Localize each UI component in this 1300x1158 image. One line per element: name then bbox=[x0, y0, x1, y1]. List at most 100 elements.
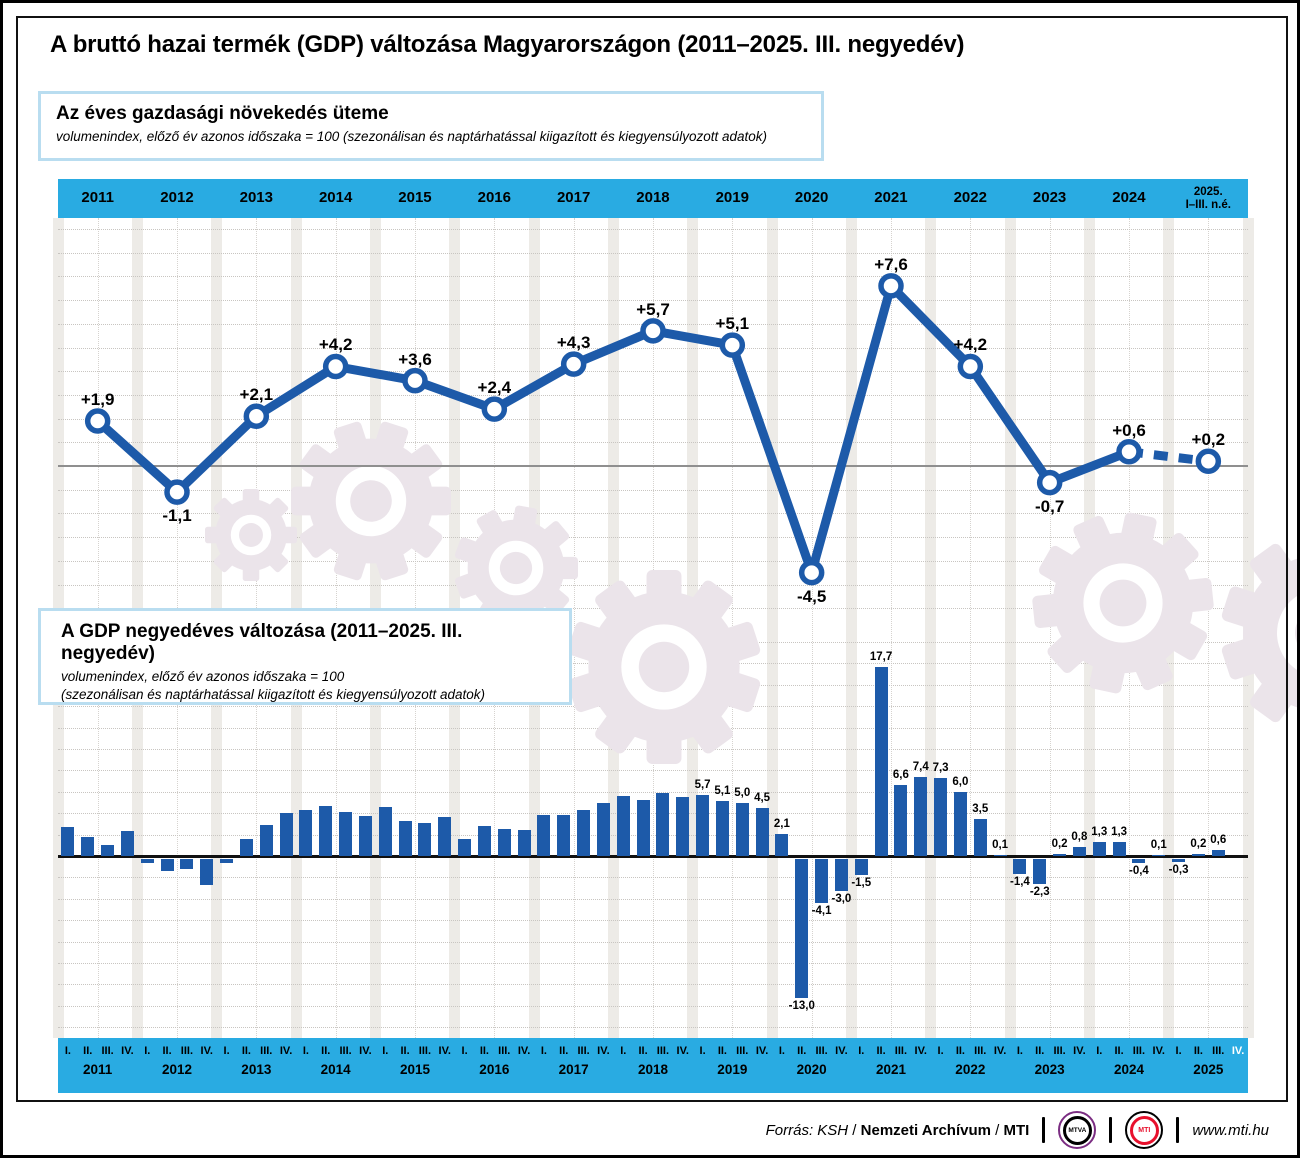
quarter-tick-label: I. bbox=[302, 1045, 309, 1057]
bar bbox=[557, 815, 571, 856]
bar bbox=[795, 859, 809, 999]
point-label: +4,3 bbox=[556, 333, 591, 353]
bar bbox=[1092, 842, 1106, 856]
bar bbox=[854, 859, 868, 876]
bar bbox=[616, 796, 630, 856]
mtva-logo-text: MTVA bbox=[1068, 1126, 1087, 1134]
point-label: +3,6 bbox=[398, 349, 432, 369]
source-sep2: / bbox=[990, 1121, 1004, 1139]
quarter-tick-label: III. bbox=[498, 1045, 511, 1057]
quarter-tick-label: III. bbox=[1212, 1045, 1225, 1057]
gridline-h bbox=[58, 877, 1248, 879]
axis-year-label: 2014 bbox=[320, 1062, 351, 1077]
mti-logo-text: MTI bbox=[1138, 1126, 1151, 1134]
gridline-h bbox=[58, 323, 1248, 325]
quarter-tick-label: IV. bbox=[359, 1045, 372, 1057]
point-label: +1,9 bbox=[80, 389, 115, 409]
year-header-cell: 2025. I–III. n.é. bbox=[1169, 179, 1248, 218]
quarter-tick-label: IV. bbox=[438, 1045, 451, 1057]
bar bbox=[180, 859, 194, 869]
year-header-cell: 2014 bbox=[318, 189, 353, 207]
point-label: +5,7 bbox=[636, 299, 670, 319]
source-text: Forrás: KSH / Nemzeti Archívum / MTI bbox=[766, 1122, 1030, 1139]
quarter-tick-label: II. bbox=[1193, 1045, 1203, 1057]
bar bbox=[1191, 853, 1205, 856]
bar-label: -1,5 bbox=[851, 877, 872, 890]
bar bbox=[537, 815, 551, 856]
bar bbox=[477, 826, 491, 856]
gear-icon bbox=[1221, 543, 1297, 723]
year-mid-gridline bbox=[732, 218, 734, 1038]
point-label: +5,1 bbox=[715, 314, 750, 334]
bar bbox=[993, 854, 1007, 856]
quarter-tick-label: I. bbox=[382, 1045, 389, 1057]
point-label: +2,4 bbox=[477, 378, 512, 398]
quarter-tick-label: II. bbox=[83, 1045, 93, 1057]
gridline-h bbox=[58, 963, 1248, 964]
bar-label: 1,3 bbox=[1091, 826, 1108, 839]
year-header-cell: 2019 bbox=[715, 189, 749, 207]
quarter-tick-label: III. bbox=[260, 1045, 273, 1057]
quarter-tick-label: III. bbox=[736, 1045, 749, 1057]
axis-year-label: 2017 bbox=[558, 1062, 589, 1077]
gridline-h bbox=[58, 442, 1248, 444]
quarter-tick-label: IV. bbox=[200, 1045, 213, 1057]
quarter-tick-label: IV. bbox=[835, 1045, 848, 1057]
year-stripe bbox=[845, 218, 857, 1038]
quarter-tick-label: II. bbox=[400, 1045, 410, 1057]
axis-year-label: 2015 bbox=[399, 1062, 431, 1077]
axis-year-label: 2023 bbox=[1034, 1062, 1065, 1077]
quarterly-chart-subtitle-line1: volumenindex, előző év azonos időszaka =… bbox=[61, 669, 345, 684]
axis-year-label: 2012 bbox=[161, 1062, 193, 1077]
bar bbox=[973, 818, 987, 856]
axis-year-label: 2016 bbox=[479, 1062, 510, 1077]
annual-chart-subtitle: volumenindex, előző év azonos időszaka =… bbox=[56, 129, 768, 144]
bar-label: 17,7 bbox=[869, 650, 893, 663]
gridline-h bbox=[58, 229, 1248, 230]
bar bbox=[834, 859, 848, 892]
year-header-line: I–III. n.é. bbox=[1185, 198, 1231, 211]
bar bbox=[299, 809, 313, 856]
quarter-tick-label: IV. bbox=[517, 1045, 531, 1057]
gridline-h bbox=[58, 276, 1248, 278]
axis-year-label: 2022 bbox=[955, 1062, 986, 1077]
year-header-cell: 2017 bbox=[556, 189, 591, 207]
bar-label: -2,3 bbox=[1029, 885, 1050, 898]
bar-label: -0,3 bbox=[1168, 864, 1189, 877]
point-label: +0,6 bbox=[1112, 420, 1146, 440]
quarter-tick-label: I. bbox=[858, 1045, 865, 1057]
bar bbox=[953, 791, 967, 856]
point-label: +7,6 bbox=[874, 254, 908, 274]
bar bbox=[894, 785, 908, 856]
quarter-tick-label: III. bbox=[815, 1045, 828, 1057]
gridline-h bbox=[58, 394, 1248, 396]
quarter-tick-label: IV. bbox=[755, 1045, 769, 1057]
source-sep: / bbox=[848, 1121, 861, 1139]
bar bbox=[596, 802, 610, 856]
year-header-cell: 2013 bbox=[239, 189, 273, 207]
bar-label: 2,1 bbox=[773, 817, 790, 830]
quarter-tick-label: II. bbox=[479, 1045, 489, 1057]
quarter-tick-label: III. bbox=[1053, 1045, 1066, 1057]
year-header-cell: 2020 bbox=[794, 189, 829, 207]
bar bbox=[1152, 854, 1166, 856]
page-title: A bruttó hazai termék (GDP) változása Ma… bbox=[50, 31, 965, 58]
bar bbox=[358, 816, 372, 856]
bar bbox=[279, 813, 293, 856]
bar-label: 0,6 bbox=[1210, 833, 1227, 846]
bar bbox=[735, 802, 749, 856]
year-stripe bbox=[1083, 218, 1095, 1038]
year-header-band: 2011 2012 2013 2014 2015 2016 2017 2018 2019 2020… bbox=[58, 179, 1248, 218]
quarter-tick-label: I. bbox=[1096, 1045, 1103, 1057]
bar-label: 0,1 bbox=[992, 838, 1009, 851]
axis-year-label: 2011 bbox=[83, 1062, 113, 1077]
year-stripe bbox=[687, 218, 699, 1038]
bar-label: -4,1 bbox=[811, 904, 832, 917]
quarter-tick-label: II. bbox=[955, 1045, 965, 1057]
bar bbox=[319, 805, 333, 856]
quarter-tick-label: III. bbox=[894, 1045, 908, 1057]
website-text: www.mti.hu bbox=[1192, 1121, 1269, 1139]
quarter-tick-label: I. bbox=[937, 1045, 944, 1057]
year-mid-gridline bbox=[1208, 218, 1210, 1038]
annual-zero-line bbox=[58, 465, 1248, 467]
